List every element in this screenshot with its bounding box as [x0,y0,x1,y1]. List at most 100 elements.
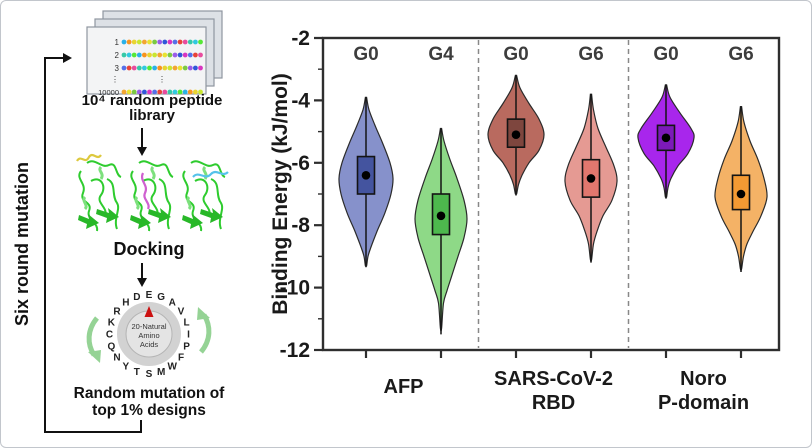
wheel-letter-L: L [184,317,190,328]
median-dot-sars-cov-2-g6 [586,174,596,183]
library-dot [152,52,158,58]
y-tick-label: -4 [291,89,310,112]
wheel-letter-C: C [106,330,113,341]
library-dot [177,39,183,45]
library-dot [187,39,193,45]
library-dot [157,89,163,95]
library-dot [187,89,193,95]
library-dot [177,52,183,58]
library-dot [162,39,168,45]
rotate-arrow-right-head-icon [197,307,210,320]
wheel-letter-W: W [167,362,177,373]
library-dot [136,39,142,45]
wheel-letter-A: A [169,298,176,309]
library-dot [142,39,147,45]
wheel-letter-F: F [178,353,184,364]
library-dot [121,89,127,95]
library-row-label: 1 [115,38,120,47]
library-caption-line1: 10⁴ random peptide [82,92,223,109]
library-dot [182,52,188,58]
y-tick-label: -12 [280,339,310,362]
library-dot [198,52,203,58]
library-row-ellipsis: ⋮ [158,75,166,84]
wheel-center-line2: Amino [138,331,159,340]
category-label: Noro [680,368,727,390]
library-dot [167,65,173,71]
library-dot [193,65,198,71]
library-dot [193,39,198,45]
wheel-center-line1: 20-Natural [131,322,166,331]
library-card-front [86,26,207,95]
library-dot [182,39,188,45]
library-row-label: 2 [115,51,120,60]
library-dot [167,39,173,45]
library-dot [142,52,147,58]
library-dot [152,65,158,71]
mutation-caption-line1: Random mutation of [74,385,226,402]
y-tick-label: -6 [291,152,310,175]
library-dot [187,65,193,71]
generation-label-noro-g0: G0 [653,44,678,65]
wheel-letter-S: S [146,369,153,380]
library-dot [147,89,152,95]
wheel-letter-R: R [113,306,121,317]
library-dot [172,39,178,45]
generation-label-afp-g0: G0 [353,44,378,65]
y-tick-label: -8 [291,214,310,237]
library-dot [147,52,152,58]
rotate-arrow-left-icon [86,316,100,357]
median-dot-noro-g0 [661,133,671,143]
wheel-letter-P: P [183,342,190,353]
wheel-letter-V: V [178,306,185,317]
y-tick-label: -2 [291,27,310,50]
library-dot [177,89,183,95]
wheel-pointer-icon [144,306,154,317]
library-dot [147,39,152,45]
library-dot [157,39,163,45]
library-dot [182,89,188,95]
library-dot [162,65,168,71]
library-dot [142,89,147,95]
wheel-letter-Y: Y [122,362,129,373]
y-axis-title: Binding Energy (kJ/mol) [271,73,292,315]
library-row-label: 3 [115,64,120,73]
loop-label: Six round mutation [12,162,32,326]
wheel-letter-E: E [146,290,153,301]
wheel-center-line3: Acids [140,340,159,349]
rotate-arrow-right-icon [198,313,212,354]
library-dot [121,39,127,45]
library-dot [172,89,178,95]
generation-label-noro-g6: G6 [728,44,753,65]
library-dot [187,52,193,58]
library-dot [193,89,198,95]
library-dot [177,65,183,71]
y-tick-label: -10 [280,277,310,300]
library-dot [121,65,127,71]
library-dot [136,89,142,95]
library-dot [121,52,127,58]
library-dot [167,52,173,58]
library-dot [136,65,142,71]
median-dot-afp-g4 [436,211,446,221]
docking-label: Docking [113,239,184,259]
arrow-docking-to-wheel-head-icon [137,278,147,287]
generation-label-afp-g4: G4 [428,44,454,65]
library-row-label: 10000 [98,88,119,97]
median-dot-afp-g0 [361,170,371,180]
wheel-letter-G: G [157,292,165,303]
feedback-loop-line [44,57,142,433]
library-dot [126,39,132,45]
wheel-letter-N: N [113,353,120,364]
wheel-letter-D: D [133,292,140,303]
library-dot [131,89,137,95]
library-dot [131,65,137,71]
median-dot-sars-cov-2-g0 [511,130,521,140]
library-dot [157,65,163,71]
rotate-arrow-left-head-icon [88,350,101,363]
library-dot [198,39,203,45]
library-dot [152,39,158,45]
library-dot [162,89,168,95]
workflow-panel: Six round mutation 1 2 3 ⋮ ⋮ 10000 10⁴ random… [12,10,229,433]
